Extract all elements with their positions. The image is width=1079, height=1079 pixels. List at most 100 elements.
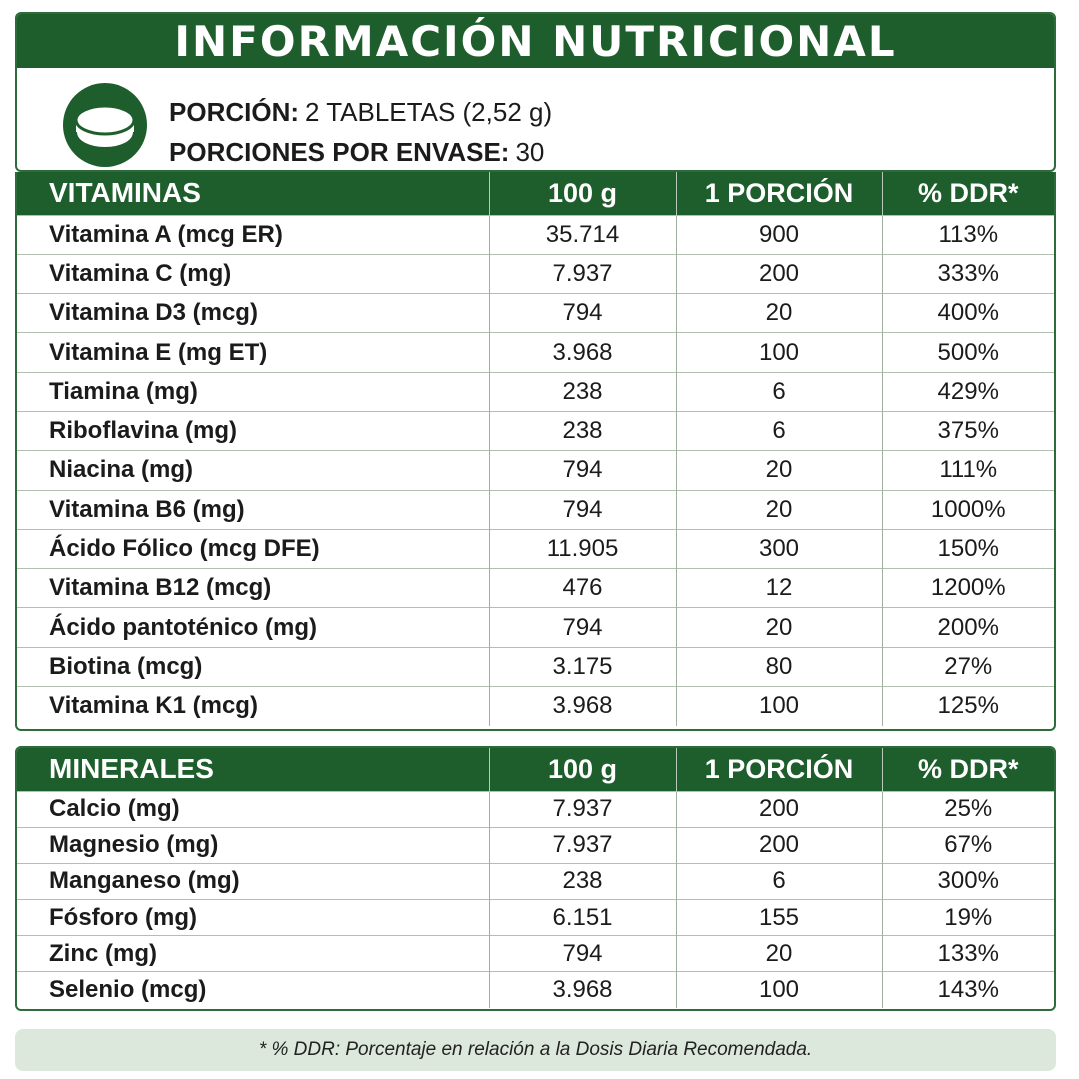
nutrient-name: Vitamina A (mcg ER) [17,214,490,255]
ddr-percent: 113% [882,214,1054,255]
ddr-percent: 1200% [882,568,1054,608]
portion-line: PORCIÓN: 2 TABLETAS (2,52 g) [169,92,552,132]
nutrient-name: Ácido pantoténico (mg) [17,607,490,648]
tablet-icon [63,83,147,167]
table-row: Niacina (mg) 794 20 111% [17,450,1054,491]
value-per-100g: 476 [489,568,677,608]
value-per-portion: 80 [676,646,883,687]
minerals-header-row: MINERALES 100 g 1 PORCIÓN % DDR* [17,748,1054,791]
value-per-portion: 20 [676,607,883,648]
value-per-100g: 3.968 [489,686,677,726]
nutrient-name: Selenio (mcg) [17,971,490,1009]
ddr-percent: 125% [882,686,1054,726]
nutrient-name: Niacina (mg) [17,450,490,491]
nutrient-name: Calcio (mg) [17,790,490,828]
value-per-portion: 100 [676,332,883,373]
serving-info: PORCIÓN: 2 TABLETAS (2,52 g) PORCIONES P… [17,68,1054,170]
vitamins-table-panel: VITAMINAS 100 g 1 PORCIÓN % DDR* Vitamin… [15,172,1056,731]
table-row: Vitamina E (mg ET) 3.968 100 500% [17,332,1054,373]
value-per-100g: 35.714 [489,214,677,255]
table-row: Calcio (mg) 7.937 200 25% [17,790,1054,828]
table-row: Biotina (mcg) 3.175 80 27% [17,646,1054,687]
column-header: VITAMINAS [17,172,490,215]
table-row: Ácido Fólico (mcg DFE) 11.905 300 150% [17,528,1054,569]
table-row: Vitamina D3 (mcg) 794 20 400% [17,293,1054,333]
table-row: Vitamina B6 (mg) 794 20 1000% [17,489,1054,530]
value-per-100g: 794 [489,450,677,491]
nutrient-name: Zinc (mg) [17,935,490,972]
value-per-portion: 20 [676,489,883,530]
ddr-percent: 111% [882,450,1054,491]
ddr-percent: 333% [882,253,1054,294]
portion-value: 2 TABLETAS (2,52 g) [305,97,553,127]
nutrient-name: Vitamina C (mg) [17,253,490,294]
column-header: 1 PORCIÓN [676,172,883,215]
table-row: Vitamina B12 (mcg) 476 12 1200% [17,568,1054,608]
nutrient-name: Tiamina (mg) [17,371,490,412]
nutrient-name: Ácido Fólico (mcg DFE) [17,528,490,569]
value-per-portion: 900 [676,214,883,255]
value-per-100g: 3.175 [489,646,677,687]
value-per-portion: 6 [676,371,883,412]
column-header: 100 g [489,748,677,791]
nutrient-name: Vitamina D3 (mcg) [17,293,490,333]
minerals-table-panel: MINERALES 100 g 1 PORCIÓN % DDR* Calcio … [15,746,1056,1011]
servings-label: PORCIONES POR ENVASE: [169,137,510,167]
value-per-portion: 200 [676,790,883,828]
table-row: Manganeso (mg) 238 6 300% [17,862,1054,900]
ddr-percent: 67% [882,826,1054,864]
footnote: * % DDR: Porcentaje en relación a la Dos… [15,1029,1056,1071]
table-row: Vitamina A (mcg ER) 35.714 900 113% [17,214,1054,255]
table-row: Selenio (mcg) 3.968 100 143% [17,971,1054,1009]
value-per-portion: 100 [676,686,883,726]
page-title: INFORMACIÓN NUTRICIONAL [17,14,1054,68]
ddr-percent: 19% [882,899,1054,936]
nutrient-name: Biotina (mcg) [17,646,490,687]
nutrient-name: Vitamina E (mg ET) [17,332,490,373]
value-per-100g: 6.151 [489,899,677,936]
nutrient-name: Riboflavina (mg) [17,410,490,451]
ddr-percent: 375% [882,410,1054,451]
value-per-100g: 238 [489,371,677,412]
ddr-percent: 400% [882,293,1054,333]
value-per-portion: 20 [676,450,883,491]
value-per-portion: 200 [676,826,883,864]
value-per-portion: 20 [676,935,883,972]
nutrition-header-panel: INFORMACIÓN NUTRICIONAL PORCIÓN: 2 TABLE… [15,12,1056,172]
ddr-percent: 1000% [882,489,1054,530]
nutrient-name: Fósforo (mg) [17,899,490,936]
value-per-100g: 3.968 [489,971,677,1009]
table-row: Zinc (mg) 794 20 133% [17,935,1054,972]
value-per-100g: 794 [489,935,677,972]
table-row: Vitamina K1 (mcg) 3.968 100 125% [17,686,1054,726]
minerals-table: MINERALES 100 g 1 PORCIÓN % DDR* Calcio … [17,748,1054,1009]
ddr-percent: 200% [882,607,1054,648]
column-header: % DDR* [882,748,1054,791]
column-header: 100 g [489,172,677,215]
servings-value: 30 [515,137,545,167]
ddr-percent: 133% [882,935,1054,972]
column-header: % DDR* [882,172,1054,215]
column-header: 1 PORCIÓN [676,748,883,791]
table-row: Ácido pantoténico (mg) 794 20 200% [17,607,1054,648]
value-per-100g: 238 [489,410,677,451]
value-per-100g: 7.937 [489,790,677,828]
ddr-percent: 150% [882,528,1054,569]
ddr-percent: 429% [882,371,1054,412]
value-per-portion: 6 [676,410,883,451]
nutrient-name: Manganeso (mg) [17,862,490,900]
table-row: Magnesio (mg) 7.937 200 67% [17,826,1054,864]
ddr-percent: 143% [882,971,1054,1009]
ddr-percent: 500% [882,332,1054,373]
value-per-100g: 794 [489,489,677,530]
value-per-100g: 7.937 [489,253,677,294]
nutrient-name: Magnesio (mg) [17,826,490,864]
value-per-portion: 12 [676,568,883,608]
value-per-100g: 11.905 [489,528,677,569]
ddr-percent: 25% [882,790,1054,828]
servings-line: PORCIONES POR ENVASE: 30 [169,132,552,170]
value-per-100g: 3.968 [489,332,677,373]
vitamins-header-row: VITAMINAS 100 g 1 PORCIÓN % DDR* [17,172,1054,215]
nutrient-name: Vitamina B6 (mg) [17,489,490,530]
value-per-100g: 238 [489,862,677,900]
